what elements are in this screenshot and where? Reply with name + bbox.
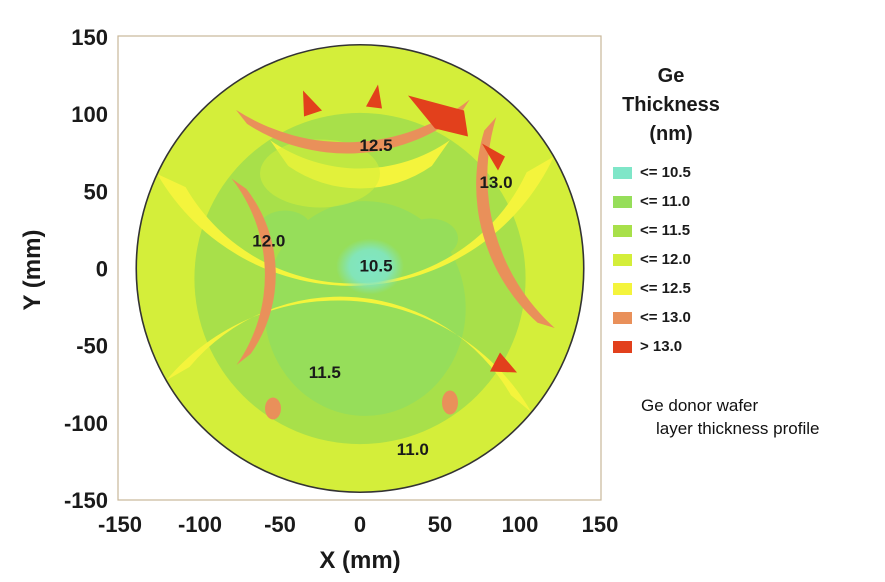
legend-swatch [613, 311, 632, 324]
y-axis-label: Y (mm) [19, 230, 46, 311]
x-axis-label: X (mm) [319, 547, 400, 574]
legend-item: <= 12.5 [613, 274, 691, 303]
legend-item: <= 11.5 [613, 216, 691, 245]
legend-label: <= 12.5 [640, 280, 691, 297]
legend-item: <= 12.0 [613, 245, 691, 274]
legend-label: <= 11.5 [640, 222, 691, 239]
y-tick-label: 150 [71, 25, 108, 50]
legend-title-line: (nm) [649, 123, 693, 145]
zone-above-13-top [408, 95, 468, 137]
zone-13-0-top [236, 99, 470, 154]
zone-13-0-spot-left [265, 397, 281, 420]
legend-swatch [613, 340, 632, 353]
x-tick-label: 100 [502, 512, 539, 537]
legend-title-line: Thickness [622, 94, 720, 116]
legend-swatch [613, 282, 632, 295]
legend-item: <= 13.0 [613, 303, 691, 332]
zone-11-0-left [259, 210, 311, 247]
legend-label: <= 12.0 [640, 251, 691, 268]
legend-label: <= 13.0 [640, 309, 691, 326]
zone-above-13-lower [490, 352, 517, 373]
legend-item: <= 11.0 [613, 187, 691, 216]
wafer-outline [135, 43, 585, 494]
legend-swatch [613, 195, 632, 208]
x-tick-label: 50 [428, 512, 452, 537]
legend-title-line: Ge [657, 65, 685, 87]
x-tick-label: 150 [582, 512, 619, 537]
zone-10-5 [336, 238, 404, 295]
zone-12-0-lower [260, 139, 380, 208]
contour-label: 11.5 [309, 363, 341, 382]
y-tick-label: -50 [76, 334, 108, 359]
y-tick-label: 100 [71, 102, 108, 127]
legend-item: > 13.0 [613, 332, 691, 361]
y-tick-label: 0 [96, 257, 108, 282]
caption-line-2: layer thickness profile [656, 419, 820, 438]
zone-11-0-right [402, 218, 458, 259]
zone-13-0-right [476, 117, 555, 329]
legend-swatch [613, 224, 632, 237]
zone-13-0-left [231, 178, 276, 365]
y-tick-label: -150 [64, 488, 108, 513]
zone-above-13-left [303, 90, 322, 117]
x-tick-label: -50 [264, 512, 296, 537]
caption-line-1: Ge donor wafer [641, 396, 759, 415]
zone-above-13-right [482, 143, 505, 171]
legend-label: <= 11.0 [640, 193, 691, 210]
contour-label: 13.0 [479, 173, 512, 192]
legend-swatch [613, 253, 632, 266]
x-tick-label: 0 [354, 512, 366, 537]
contour-label: 10.5 [359, 256, 392, 275]
legend-title: Ge Thickness (nm) [606, 62, 736, 149]
legend-swatch [613, 166, 632, 179]
contour-label: 12.0 [252, 232, 285, 251]
legend-item: <= 10.5 [613, 158, 691, 187]
zone-13-0-spot-right [442, 390, 458, 415]
x-tick-label: -150 [98, 512, 142, 537]
contour-label: 12.5 [359, 136, 392, 155]
y-tick-label: -100 [64, 411, 108, 436]
legend-label: <= 10.5 [640, 164, 691, 181]
legend: <= 10.5 <= 11.0 <= 11.5 <= 12.0 <= 12.5 <= 13… [613, 158, 691, 361]
contour-label: 11.0 [397, 440, 429, 459]
y-tick-label: 50 [84, 179, 108, 204]
x-tick-label: -100 [178, 512, 222, 537]
caption: Ge donor wafer layer thickness profile [641, 394, 819, 440]
zone-above-13-mid [366, 84, 382, 109]
legend-label: > 13.0 [640, 338, 683, 355]
